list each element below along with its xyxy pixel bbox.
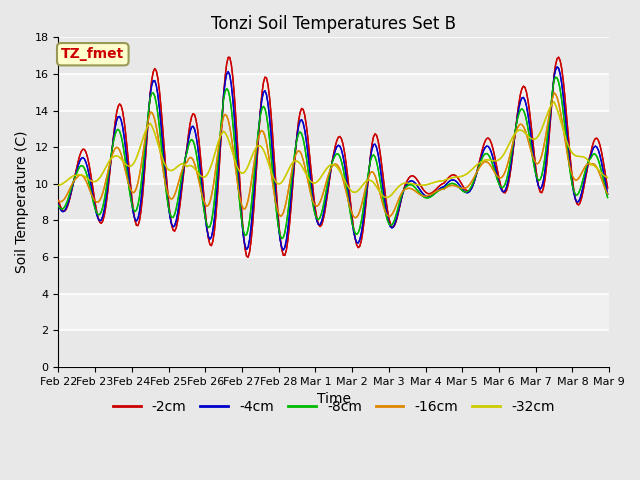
-4cm bbox=[280, 247, 287, 253]
Bar bbox=[58, 220, 609, 257]
-32cm bbox=[54, 182, 62, 188]
-8cm bbox=[576, 187, 584, 192]
-4cm bbox=[237, 202, 244, 208]
-32cm bbox=[122, 161, 129, 167]
-16cm bbox=[550, 90, 558, 96]
-4cm bbox=[54, 202, 62, 207]
-4cm bbox=[576, 196, 584, 202]
-4cm bbox=[553, 64, 561, 70]
Line: -32cm: -32cm bbox=[58, 102, 607, 197]
Bar bbox=[58, 74, 609, 110]
Line: -2cm: -2cm bbox=[58, 57, 607, 257]
-32cm bbox=[237, 169, 244, 175]
-2cm bbox=[576, 200, 584, 206]
Bar bbox=[58, 294, 609, 330]
-2cm bbox=[296, 109, 304, 115]
-8cm bbox=[237, 207, 244, 213]
-4cm bbox=[246, 237, 253, 242]
-16cm bbox=[295, 148, 303, 154]
Bar bbox=[58, 257, 609, 294]
-32cm bbox=[604, 175, 611, 180]
Line: -16cm: -16cm bbox=[58, 93, 607, 218]
-4cm bbox=[122, 146, 129, 152]
-2cm bbox=[604, 185, 611, 191]
-4cm bbox=[218, 112, 226, 118]
-16cm bbox=[351, 215, 359, 221]
Line: -4cm: -4cm bbox=[58, 67, 607, 250]
-16cm bbox=[246, 190, 253, 195]
Bar bbox=[58, 147, 609, 184]
Title: Tonzi Soil Temperatures Set B: Tonzi Soil Temperatures Set B bbox=[211, 15, 456, 33]
-16cm bbox=[54, 198, 62, 204]
-2cm bbox=[555, 54, 563, 60]
-2cm bbox=[122, 132, 129, 137]
Bar bbox=[58, 184, 609, 220]
-2cm bbox=[218, 116, 226, 122]
-8cm bbox=[604, 194, 611, 200]
-2cm bbox=[237, 191, 244, 197]
-4cm bbox=[604, 192, 611, 197]
-2cm bbox=[247, 238, 255, 243]
X-axis label: Time: Time bbox=[317, 392, 351, 406]
-16cm bbox=[122, 169, 129, 175]
Text: TZ_fmet: TZ_fmet bbox=[61, 47, 124, 61]
-8cm bbox=[246, 217, 253, 223]
Legend: -2cm, -4cm, -8cm, -16cm, -32cm: -2cm, -4cm, -8cm, -16cm, -32cm bbox=[108, 394, 560, 420]
-16cm bbox=[218, 120, 226, 126]
-32cm bbox=[218, 130, 226, 136]
Y-axis label: Soil Temperature (C): Soil Temperature (C) bbox=[15, 131, 29, 274]
-8cm bbox=[552, 74, 559, 80]
Bar bbox=[58, 37, 609, 74]
-8cm bbox=[54, 203, 62, 209]
-2cm bbox=[54, 197, 62, 203]
-8cm bbox=[278, 236, 285, 241]
-32cm bbox=[576, 154, 584, 159]
-8cm bbox=[122, 161, 129, 167]
-32cm bbox=[383, 194, 391, 200]
Bar bbox=[58, 330, 609, 367]
-32cm bbox=[246, 159, 253, 165]
Bar bbox=[58, 110, 609, 147]
-16cm bbox=[576, 173, 584, 179]
-16cm bbox=[604, 191, 611, 197]
-8cm bbox=[296, 129, 304, 135]
-2cm bbox=[244, 254, 252, 260]
-4cm bbox=[296, 118, 304, 124]
-32cm bbox=[295, 159, 303, 165]
-8cm bbox=[218, 110, 226, 116]
Line: -8cm: -8cm bbox=[58, 77, 607, 239]
-16cm bbox=[237, 197, 244, 203]
-32cm bbox=[550, 99, 558, 105]
